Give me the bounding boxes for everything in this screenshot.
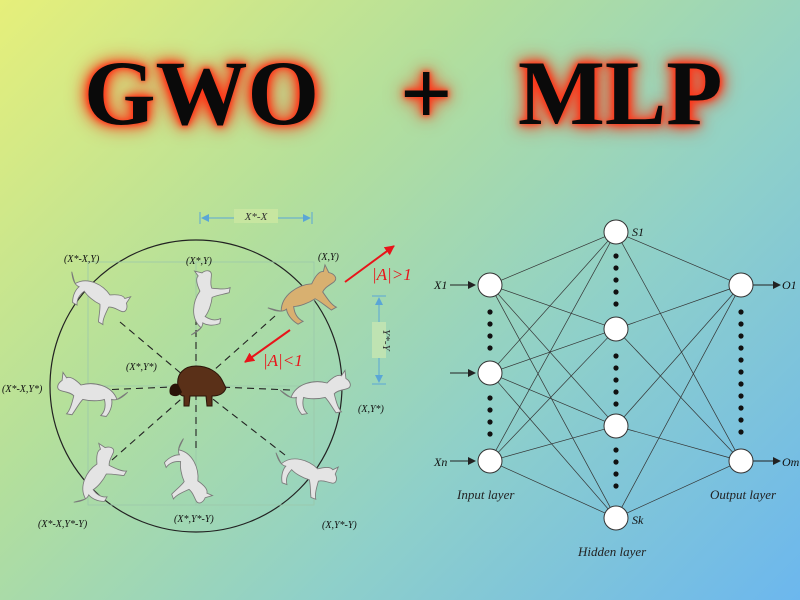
edge-input-2-hidden-1 bbox=[497, 240, 609, 365]
pos-left: (X*-X,Y*) bbox=[2, 384, 43, 395]
output-layer-label: Output layer bbox=[710, 487, 777, 502]
edge-input-3-hidden-3 bbox=[501, 428, 605, 459]
input-layer-label: Input layer bbox=[456, 487, 515, 502]
ellipsis-dots bbox=[487, 253, 744, 489]
input-arrows bbox=[450, 281, 476, 465]
wolf-alpha bbox=[260, 262, 347, 333]
pos-top-left: (X*-X,Y) bbox=[64, 254, 100, 265]
hidden-layer-label: Hidden layer bbox=[577, 544, 647, 559]
input-node-1 bbox=[477, 272, 503, 298]
edge-input-3-hidden-4 bbox=[500, 465, 606, 514]
pos-top-right: (X,Y) bbox=[318, 252, 340, 263]
label-input-bottom: Xn bbox=[433, 455, 447, 469]
edge-hidden-2-output-1 bbox=[627, 288, 730, 326]
edge-input-3-hidden-1 bbox=[495, 242, 611, 451]
edge-input-1-hidden-4 bbox=[495, 295, 611, 508]
label-output-bottom: Om bbox=[782, 455, 800, 469]
top-dimension: X*-X bbox=[199, 209, 313, 224]
pos-center: (X*,Y*) bbox=[126, 362, 158, 373]
mlp-connections bbox=[495, 236, 736, 514]
edge-hidden-1-output-1 bbox=[626, 236, 731, 281]
edge-hidden-3-output-2 bbox=[627, 428, 730, 459]
edge-hidden-1-output-2 bbox=[621, 242, 736, 451]
title: GWO + MLP bbox=[0, 38, 800, 148]
arrow-inward-label: |A|<1 bbox=[263, 351, 303, 370]
hidden-node-2 bbox=[603, 316, 629, 342]
edge-hidden-3-output-1 bbox=[623, 293, 734, 418]
wolf-bottom bbox=[160, 434, 214, 509]
edge-input-2-hidden-2 bbox=[501, 332, 605, 370]
arrow-outward-label: |A|>1 bbox=[372, 265, 412, 284]
wolf-bottom-right bbox=[264, 436, 344, 507]
pos-bottom: (X*,Y*-Y) bbox=[174, 514, 214, 525]
wolf-top-left bbox=[56, 257, 135, 333]
hidden-node-1 bbox=[603, 219, 629, 245]
edge-input-1-hidden-1 bbox=[500, 236, 606, 281]
label-input-top: X1 bbox=[433, 278, 447, 292]
pos-top: (X*,Y) bbox=[186, 256, 213, 267]
gwo-diagram: X*-X Y*-Y |A|>1 |A|<1 (X*-X bbox=[2, 209, 412, 533]
output-node-1 bbox=[728, 272, 754, 298]
edge-hidden-4-output-1 bbox=[621, 295, 736, 508]
edge-input-3-hidden-2 bbox=[498, 337, 608, 453]
pos-right: (X,Y*) bbox=[358, 404, 385, 415]
edge-hidden-4-output-2 bbox=[626, 465, 731, 514]
hidden-node-3 bbox=[603, 413, 629, 439]
wolf-top bbox=[173, 265, 236, 344]
arrow-outward bbox=[344, 245, 395, 283]
arrow-inward bbox=[244, 329, 291, 363]
title-gwo: GWO bbox=[84, 42, 320, 144]
pos-bottom-left: (X*-X,Y*-Y) bbox=[38, 519, 88, 530]
pos-bottom-right: (X,Y*-Y) bbox=[322, 520, 357, 531]
mlp-diagram: X1 Xn S1 Sk O1 Om Input layer Hidden lay… bbox=[433, 219, 800, 559]
label-hidden-bottom: Sk bbox=[632, 513, 644, 527]
prey-icon bbox=[169, 365, 227, 407]
label-output-top: O1 bbox=[782, 278, 797, 292]
hidden-node-4 bbox=[603, 505, 629, 531]
edge-input-2-hidden-3 bbox=[500, 377, 606, 422]
input-node-2 bbox=[477, 360, 503, 386]
top-dimension-label: X*-X bbox=[244, 211, 269, 223]
side-dimension: Y*-Y bbox=[372, 295, 392, 385]
edge-input-1-hidden-3 bbox=[497, 293, 609, 418]
input-node-3 bbox=[477, 448, 503, 474]
edge-hidden-2-output-2 bbox=[623, 337, 734, 453]
title-plus: + bbox=[400, 42, 453, 144]
edge-input-2-hidden-4 bbox=[497, 381, 609, 510]
edge-input-1-hidden-2 bbox=[501, 288, 605, 326]
label-hidden-top: S1 bbox=[632, 225, 644, 239]
output-node-2 bbox=[728, 448, 754, 474]
title-mlp: MLP bbox=[518, 42, 723, 144]
wolf-left bbox=[57, 371, 129, 417]
output-arrows bbox=[753, 281, 781, 465]
side-dimension-label: Y*-Y bbox=[380, 329, 392, 352]
